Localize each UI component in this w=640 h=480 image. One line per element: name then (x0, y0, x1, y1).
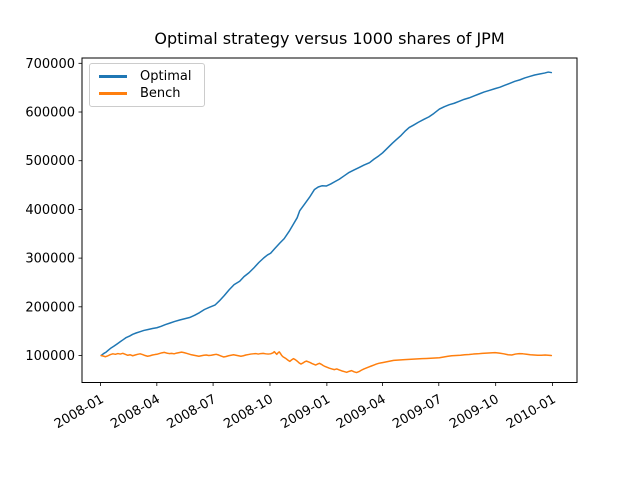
y-tick-label: 100000 (25, 349, 75, 364)
bench-line-swatch (99, 92, 127, 95)
y-tick-label: 600000 (25, 106, 75, 121)
x-tick-label: 2009-01 (278, 392, 333, 432)
y-tick-label: 400000 (25, 203, 75, 218)
chart-title: Optimal strategy versus 1000 shares of J… (154, 29, 505, 48)
bench-line (100, 350, 553, 374)
x-tick-label: 2010-01 (504, 392, 559, 432)
legend-label-bench: Bench (140, 86, 181, 101)
legend-item-bench: Bench (99, 87, 195, 100)
x-tick-label: 2008-10 (221, 392, 276, 432)
legend-label-optimal: Optimal (140, 69, 192, 84)
x-tick-label: 2008-07 (165, 392, 220, 432)
x-tick-label: 2009-10 (447, 392, 502, 432)
y-tick-label: 500000 (25, 154, 75, 169)
x-tick-label: 2008-01 (52, 392, 107, 432)
x-tick-label: 2009-04 (334, 392, 389, 432)
y-tick-label: 700000 (25, 57, 75, 72)
x-tick-label: 2009-07 (390, 392, 445, 432)
y-tick-label: 300000 (25, 252, 75, 267)
legend: Optimal Bench (89, 63, 205, 107)
optimal-line-swatch (99, 75, 127, 78)
x-tick-label: 2008-04 (108, 392, 163, 432)
y-tick-label: 200000 (25, 300, 75, 315)
optimal-line (100, 71, 553, 357)
legend-item-optimal: Optimal (99, 70, 195, 83)
axes-frame (81, 57, 578, 383)
